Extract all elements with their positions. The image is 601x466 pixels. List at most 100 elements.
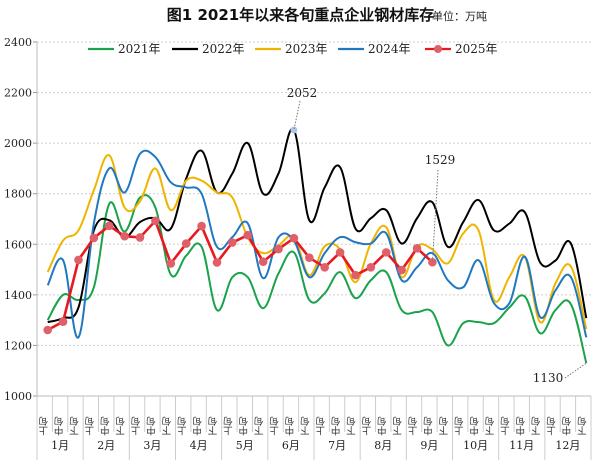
annotation-leader: [564, 362, 587, 379]
data-point-marker: [412, 244, 422, 253]
x-month-label: 4月: [190, 439, 208, 452]
x-dekad-label: 上旬: [315, 416, 327, 436]
x-dekad-label: 下旬: [531, 416, 543, 436]
x-month-label: 12月: [555, 439, 580, 452]
series-line-2022年: [47, 127, 588, 324]
data-point-marker: [335, 248, 345, 257]
x-dekad-label: 上旬: [408, 416, 420, 436]
data-point-marker: [58, 317, 68, 326]
x-dekad-label: 上旬: [269, 416, 281, 436]
x-dekad-label: 上旬: [223, 416, 235, 436]
x-dekad-label: 上旬: [454, 416, 466, 436]
data-point-marker: [243, 230, 253, 240]
annotation-leader: [431, 169, 439, 263]
x-month-label: 9月: [420, 439, 438, 452]
y-tick-label: 2400: [4, 36, 32, 49]
data-point-marker: [43, 325, 52, 335]
x-dekad-label: 中旬: [423, 416, 435, 437]
x-dekad-label: 下旬: [254, 416, 266, 436]
data-point-marker: [289, 233, 299, 243]
y-tick-label: 1000: [4, 390, 32, 403]
legend-label: 2023年: [285, 42, 328, 56]
data-point-marker: [212, 258, 222, 267]
y-tick-label: 1200: [4, 339, 32, 352]
series-line-2024年: [46, 149, 588, 339]
data-point-marker: [366, 262, 376, 272]
annotation-label: 1529: [425, 153, 456, 167]
x-dekad-label: 上旬: [38, 416, 50, 436]
data-point-marker: [120, 231, 129, 241]
x-dekad-label: 中旬: [516, 416, 528, 437]
data-point-marker: [151, 216, 160, 226]
x-dekad-label: 中旬: [239, 416, 251, 437]
data-point-marker: [74, 255, 83, 265]
series-line-2021年: [46, 194, 588, 364]
data-point-marker: [89, 233, 99, 243]
data-point-marker: [320, 262, 329, 272]
data-point-marker: [181, 239, 191, 248]
x-dekad-label: 中旬: [192, 416, 204, 437]
series-line-2023年: [46, 154, 588, 330]
x-dekad-label: 上旬: [131, 416, 143, 436]
x-month-label: 5月: [236, 439, 254, 452]
legend-label: 2024年: [368, 42, 411, 56]
data-point-marker: [305, 253, 314, 262]
x-dekad-label: 上旬: [177, 416, 189, 436]
x-dekad-label: 中旬: [331, 416, 343, 437]
x-dekad-label: 下旬: [439, 416, 451, 436]
x-month-label: 3月: [143, 439, 161, 452]
y-tick-label: 1600: [4, 238, 32, 251]
y-tick-label: 2200: [4, 87, 32, 100]
x-dekad-label: 中旬: [469, 416, 481, 437]
x-dekad-label: 中旬: [146, 416, 158, 437]
x-dekad-label: 中旬: [377, 416, 389, 437]
x-dekad-label: 上旬: [500, 416, 512, 436]
annotation-leader: [293, 100, 301, 131]
unit-label: 单位：万吨: [432, 10, 487, 23]
x-dekad-label: 上旬: [85, 416, 97, 436]
x-dekad-label: 下旬: [392, 416, 404, 436]
x-dekad-label: 下旬: [69, 416, 81, 436]
annotation-label: 2052: [287, 86, 318, 100]
x-dekad-label: 中旬: [562, 416, 574, 437]
y-tick-label: 1400: [4, 289, 32, 302]
x-dekad-label: 上旬: [362, 416, 374, 436]
x-dekad-label: 下旬: [346, 416, 358, 436]
data-point-marker: [258, 257, 268, 267]
annotation-label: 1130: [533, 371, 564, 385]
x-dekad-label: 中旬: [100, 416, 112, 437]
data-point-marker: [428, 257, 437, 267]
x-dekad-label: 下旬: [208, 416, 220, 436]
legend-label: 2025年: [455, 42, 498, 56]
x-month-label: 6月: [282, 439, 300, 452]
data-point-marker: [104, 221, 114, 231]
x-dekad-label: 中旬: [285, 416, 297, 437]
highlight-point: [290, 126, 298, 134]
data-point-marker: [351, 270, 360, 280]
x-month-label: 8月: [374, 439, 392, 452]
legend-marker: [434, 45, 442, 53]
x-dekad-label: 下旬: [485, 416, 497, 436]
x-dekad-label: 下旬: [162, 416, 174, 436]
y-tick-label: 1800: [4, 188, 32, 201]
data-point-marker: [197, 221, 206, 231]
y-tick-label: 2000: [4, 137, 32, 150]
legend-label: 2022年: [202, 42, 245, 56]
x-month-label: 11月: [509, 439, 534, 452]
x-dekad-label: 中旬: [54, 416, 66, 437]
data-point-marker: [166, 259, 176, 268]
x-dekad-label: 下旬: [577, 416, 589, 436]
x-month-label: 7月: [328, 439, 346, 452]
x-month-label: 10月: [463, 439, 488, 452]
x-month-label: 2月: [97, 439, 115, 452]
x-dekad-label: 下旬: [115, 416, 127, 436]
x-dekad-label: 上旬: [546, 416, 558, 436]
x-month-label: 1月: [51, 439, 69, 452]
chart-title: 图1 2021年以来各旬重点企业钢材库存: [166, 6, 435, 24]
data-point-marker: [274, 244, 283, 254]
data-point-marker: [135, 233, 145, 242]
x-dekad-label: 下旬: [300, 416, 312, 436]
legend-label: 2021年: [118, 42, 161, 56]
